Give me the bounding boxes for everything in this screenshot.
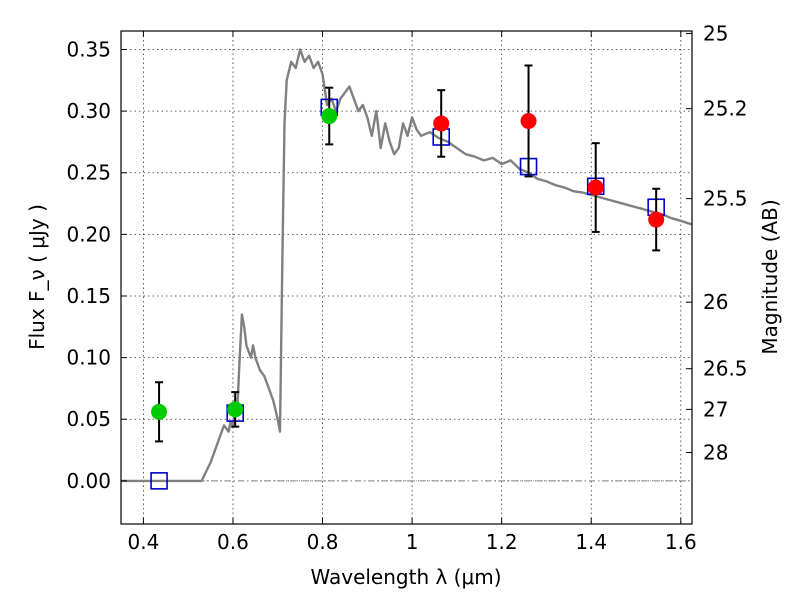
x-tick-label: 0.6 (217, 530, 249, 554)
y-tick-label: 0.30 (66, 99, 111, 123)
data-series (121, 48, 693, 490)
y-tick-label: 0.15 (66, 284, 111, 308)
axis-ticks: 0.4 0.6 0.8 1 1.2 1.4 1.6 0.00 0.05 0.10 0.15 0.20 0… (66, 21, 747, 554)
right-tick-label: 26.5 (703, 357, 748, 381)
observed-flux-point (151, 403, 168, 420)
model-spectrum-line (121, 48, 693, 483)
right-tick-label: 26 (703, 290, 728, 314)
y-tick-label: 0.35 (66, 37, 111, 61)
x-axis-label: Wavelength λ (μm) (310, 565, 501, 589)
x-tick-label: 0.4 (127, 530, 159, 554)
y-tick-label: 0.20 (66, 222, 111, 246)
right-tick-label: 25.5 (703, 187, 748, 211)
x-tick-label: 0.8 (307, 530, 339, 554)
y-tick-label: 0.00 (66, 469, 111, 493)
y-tick-label: 0.10 (66, 346, 111, 370)
observed-flux-point (321, 108, 338, 125)
x-tick-label: 1.2 (486, 530, 518, 554)
right-axis-label: Magnitude (AB) (758, 199, 782, 354)
right-tick-label: 25.2 (703, 97, 748, 121)
observed-flux-point (648, 211, 665, 228)
x-tick-label: 1 (406, 530, 419, 554)
right-tick-label: 25 (703, 21, 728, 45)
plot-frame (120, 30, 693, 525)
observed-flux-point (433, 115, 450, 132)
grid-lines (121, 31, 692, 524)
x-tick-label: 1.6 (665, 530, 697, 554)
y-axis-label: Flux F_ν ( μJy ) (25, 204, 49, 350)
right-tick-label: 28 (703, 441, 728, 465)
right-tick-label: 27 (703, 397, 728, 421)
y-tick-label: 0.05 (66, 407, 111, 431)
observed-flux-point (520, 112, 537, 129)
observed-flux-point (227, 401, 244, 418)
x-tick-label: 1.4 (575, 530, 607, 554)
observed-flux-point (587, 179, 604, 196)
y-tick-label: 0.25 (66, 161, 111, 185)
model-flux-square (150, 472, 168, 490)
